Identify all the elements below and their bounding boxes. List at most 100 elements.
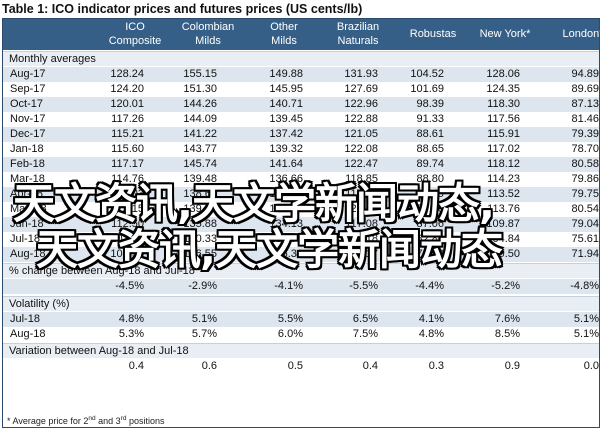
table-cell: 94.89 — [571, 68, 599, 80]
table-cell: 71.94 — [571, 248, 599, 260]
table-cell: 115.60 — [111, 143, 144, 155]
table-cell: -4.1% — [274, 280, 303, 292]
row-label: Jul-18 — [10, 313, 40, 325]
table-cell: 0.9 — [504, 360, 520, 372]
table-cell: -4.5% — [115, 280, 144, 292]
table-cell: 115.91 — [487, 128, 520, 140]
table-cell: 127.69 — [344, 83, 378, 95]
table-cell: 5.1% — [573, 313, 599, 325]
table-row: Oct-17 120.01 144.26 140.71 122.96 98.39 118.3… — [3, 97, 599, 112]
table-cell: 117.56 — [487, 113, 520, 125]
table-cell: 88.49 — [416, 188, 444, 200]
table-cell: 124.20 — [110, 83, 144, 95]
table-cell: 122.47 — [344, 158, 378, 170]
table-cell: 144.26 — [183, 98, 217, 110]
table-cell: 4.8% — [418, 328, 444, 340]
footnote-sup: rd — [120, 415, 127, 422]
table-cell: 115.21 — [111, 128, 144, 140]
table-cell: 82.80 — [416, 233, 444, 245]
table-cell: 0.5 — [287, 360, 303, 372]
table-cell: 79.86 — [571, 173, 599, 185]
table-row: Apr-18 114.03 138.68 136.00 119.24 88.49 113.5… — [3, 187, 599, 202]
table-cell: -5.5% — [349, 280, 378, 292]
table-cell: 145.95 — [269, 83, 303, 95]
table-cell: 131.93 — [344, 68, 378, 80]
table-cell: 7.5% — [352, 328, 378, 340]
table-cell: 143.77 — [183, 143, 217, 155]
col-robustas: Robustas — [409, 28, 457, 40]
table-row: Jun-18 112.50 135.88 134.13 117.08 87.06 109.8… — [3, 217, 599, 232]
table-cell: 114.23 — [487, 173, 520, 185]
table-row: Sep-17 124.20 151.30 145.95 127.69 101.69 124.… — [3, 82, 599, 97]
row-label: Aug-18 — [10, 248, 46, 260]
table-cell: 117.02 — [487, 143, 520, 155]
table-cell: 98.39 — [416, 98, 444, 110]
table-cell: 120.46 — [344, 203, 378, 215]
footnote-text: positions — [126, 416, 165, 426]
table-cell: 122.96 — [344, 98, 378, 110]
table-cell: 75.61 — [571, 233, 599, 245]
table-cell: 137.42 — [269, 128, 303, 140]
table-cell: 88.65 — [416, 143, 444, 155]
table-cell: 0.0 — [583, 360, 599, 372]
table-cell: 6.0% — [277, 328, 303, 340]
table-cell: 107.20 — [110, 233, 144, 245]
col-label-line1: ICO — [125, 21, 145, 33]
table-cell: 0.3 — [428, 360, 444, 372]
table-cell: 88.61 — [416, 128, 444, 140]
table-cell: 102.99 — [110, 248, 144, 260]
table-cell: 113.52 — [487, 188, 520, 200]
table-cell: 104.84 — [486, 233, 520, 245]
table-cell: 122.08 — [344, 143, 378, 155]
table-cell: 126.55 — [183, 248, 217, 260]
table-cell: -4.4% — [415, 280, 444, 292]
table-frame — [2, 18, 600, 428]
footnote-text: * Average price for 2 — [7, 416, 89, 426]
row-label: Oct-17 — [10, 98, 44, 110]
table-cell: 104.17 — [344, 248, 378, 260]
table-cell: 7.6% — [494, 313, 520, 325]
table-cell: 135.88 — [183, 218, 217, 230]
section-header: Variation between Aug-18 and Jul-18 — [3, 343, 599, 358]
col-label-line2: Milds — [271, 35, 297, 47]
table-row: May-18 115.15 139.41 137.03 120.46 89.20 113.7… — [3, 202, 599, 217]
table-row: Nov-17 117.26 144.09 139.45 122.88 91.33 117.5… — [3, 112, 599, 127]
section-header: Volatility (%) — [3, 296, 599, 311]
table-cell: 117.17 — [111, 158, 144, 170]
table-cell: 139.41 — [183, 203, 217, 215]
table-cell: 0.6 — [201, 360, 217, 372]
table-cell: 118.12 — [487, 158, 520, 170]
table-cell: 5.1% — [191, 313, 217, 325]
table-cell: 80.54 — [571, 203, 599, 215]
table-row: Dec-17 115.21 141.22 137.42 121.05 88.61 115.9… — [3, 127, 599, 142]
table-cell: 87.13 — [571, 98, 599, 110]
col-london: London* — [562, 28, 604, 40]
table-cell: 113.76 — [487, 203, 520, 215]
table-row: Aug-17 128.24 155.15 149.88 131.93 104.52 128.… — [3, 67, 599, 82]
table-cell: 80.58 — [571, 158, 599, 170]
table-cell: 110.18 — [345, 233, 378, 245]
row-label: Nov-17 — [10, 113, 46, 125]
table-cell: 114.76 — [111, 173, 144, 185]
col-other-milds: Other Milds — [244, 19, 324, 50]
table-cell: 149.88 — [269, 68, 303, 80]
row-label: Jun-18 — [10, 218, 44, 230]
table-row: Mar-18 114.76 139.48 136.66 118.85 88.80 114.2… — [3, 172, 599, 187]
col-label-line1: Brazilian — [336, 21, 380, 33]
table-cell: 136.66 — [269, 173, 303, 185]
row-label: Apr-18 — [10, 188, 44, 200]
col-label-line2: Naturals — [337, 35, 379, 47]
table-cell: 8.5% — [494, 328, 520, 340]
section-title: Volatility (%) — [9, 298, 70, 310]
table-cell: 141.22 — [183, 128, 217, 140]
table-cell: 122.88 — [344, 113, 378, 125]
col-brazilian-naturals: Brazilian Naturals — [318, 19, 398, 50]
table-cell: 99.50 — [492, 248, 520, 260]
row-label: Aug-18 — [10, 328, 46, 340]
row-label: Jan-18 — [10, 143, 44, 155]
table-cell: 5.1% — [573, 328, 599, 340]
section-title: Monthly averages — [9, 53, 96, 65]
table-cell: 139.48 — [183, 173, 217, 185]
table-cell: 4.1% — [418, 313, 444, 325]
table-cell: -2.9% — [188, 280, 217, 292]
